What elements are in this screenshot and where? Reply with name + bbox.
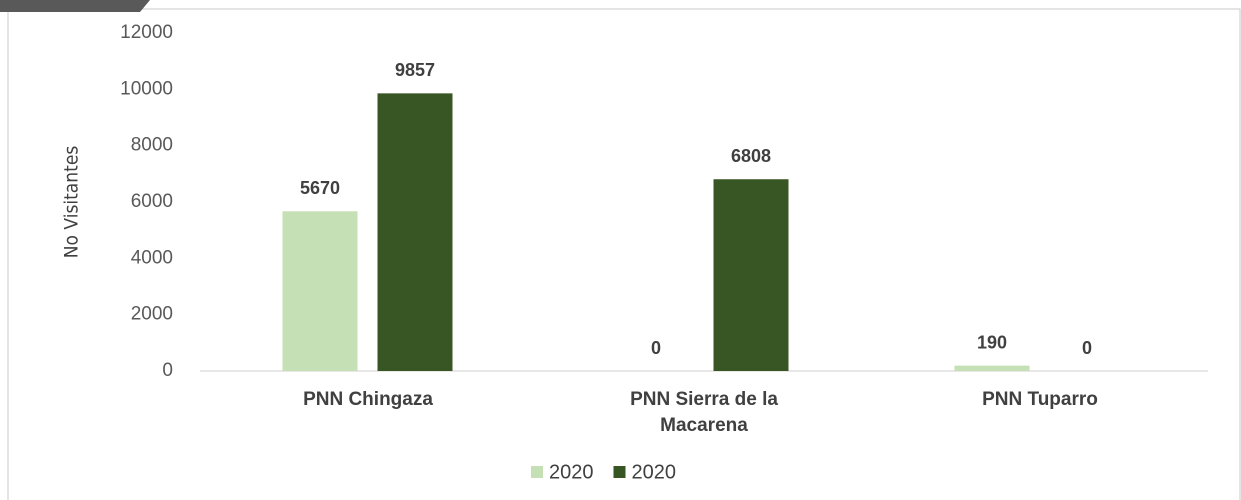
y-tick-label: 6000 xyxy=(131,191,173,212)
header-tab xyxy=(0,0,150,12)
y-tick-label: 10000 xyxy=(120,78,173,99)
data-label: 190 xyxy=(977,332,1007,352)
x-tick-label-line: PNN Sierra de la xyxy=(630,389,778,410)
y-tick-label: 8000 xyxy=(131,135,173,156)
data-label: 0 xyxy=(651,338,661,358)
data-label: 5670 xyxy=(300,178,340,198)
y-tick-label: 0 xyxy=(162,360,173,381)
bar xyxy=(954,365,1030,371)
y-tick-label: 12000 xyxy=(120,22,173,43)
legend-swatch xyxy=(613,466,626,478)
x-tick-label-line: Macarena xyxy=(660,415,748,436)
y-tick-label: 4000 xyxy=(131,247,173,268)
data-label: 6808 xyxy=(731,146,771,166)
x-tick-label: PNN Tuparro xyxy=(982,389,1098,410)
data-label: 0 xyxy=(1082,338,1092,358)
legend-label: 2020 xyxy=(549,461,594,483)
bar xyxy=(713,179,789,371)
data-label: 9857 xyxy=(395,60,435,80)
x-tick-label: PNN Sierra de la Macarena xyxy=(630,389,778,436)
chart-frame xyxy=(7,8,1241,500)
legend-swatch xyxy=(531,466,543,478)
x-tick-label: PNN Chingaza xyxy=(303,389,433,410)
bar xyxy=(377,93,453,371)
y-tick-label: 2000 xyxy=(131,304,173,325)
legend-label: 2020 xyxy=(632,461,677,483)
y-axis-label: No Visitantes xyxy=(61,146,83,259)
bar xyxy=(282,211,358,371)
